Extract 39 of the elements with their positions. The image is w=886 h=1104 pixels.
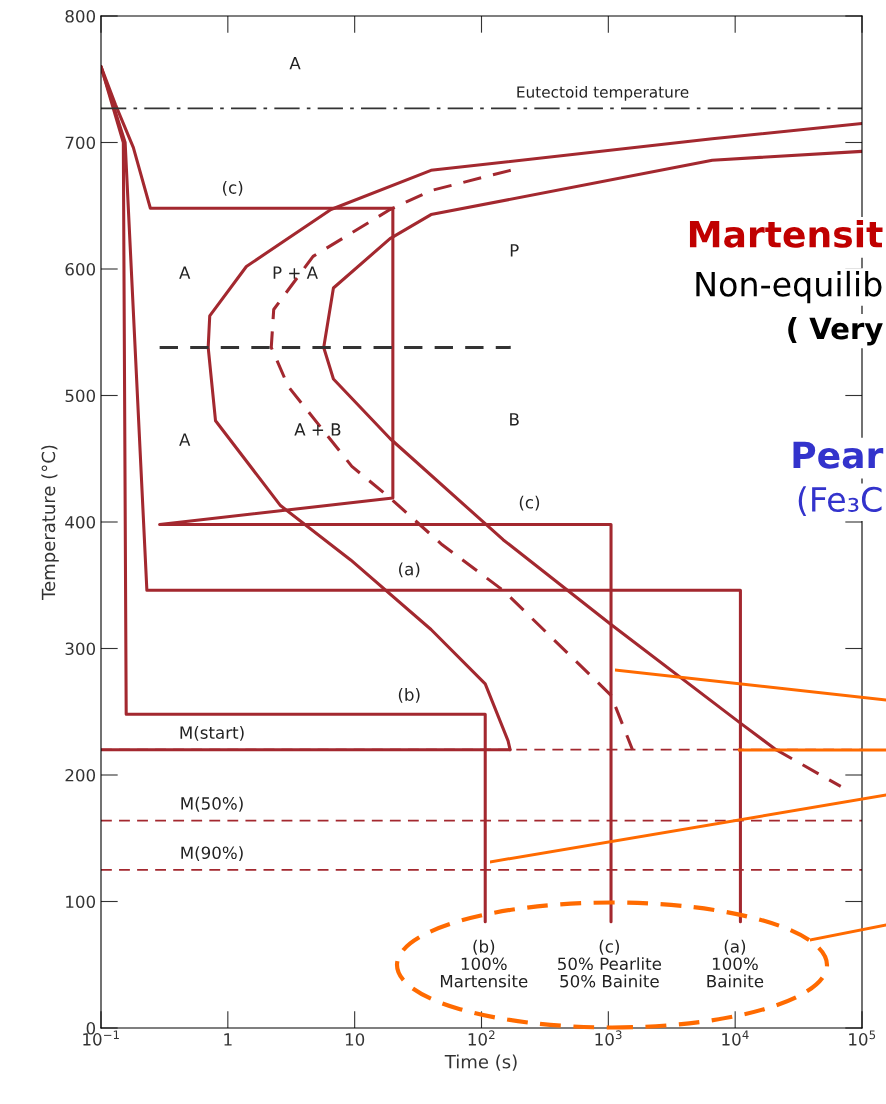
annotation: (a) 100% Bainite	[707, 939, 764, 988]
annotation: Martensit	[689, 219, 883, 248]
annotation: P	[510, 244, 519, 257]
annotation: (b)	[398, 688, 420, 703]
y-tick-label: 700	[65, 136, 96, 150]
ref-line-label: Eutectoid temperature	[517, 85, 689, 101]
annotation: A + B	[294, 423, 341, 436]
y-tick-label: 100	[66, 895, 96, 909]
annotation: A	[289, 57, 301, 70]
x-tick-label: 10	[345, 1033, 365, 1046]
x-tick-label: 10$^{5}$	[849, 1030, 876, 1046]
annotation: (a)	[399, 562, 420, 578]
annotation: ( Very	[788, 316, 883, 346]
y-tick-label: 200	[65, 768, 96, 782]
annotation: Non-equilib	[696, 270, 882, 304]
ref-line-label: M(90%)	[181, 846, 243, 862]
y-tick-label: 800	[65, 9, 96, 23]
x-axis-title: Time (s)	[444, 1054, 517, 1071]
annotation: A	[179, 433, 191, 446]
y-tick-label: 600	[65, 262, 96, 276]
annotation: Pear	[793, 441, 884, 469]
annotation: (c)	[519, 495, 540, 511]
annotation: A	[179, 266, 191, 279]
annotation: P + A	[273, 266, 318, 279]
y-tick-label: 400	[65, 515, 96, 529]
y-tick-label: 500	[65, 389, 96, 403]
ref-line-label: M(start)	[180, 726, 244, 741]
x-tick-label: 1	[224, 1033, 232, 1046]
x-tick-label: 10$^{4}$	[722, 1030, 749, 1046]
annotation: (Fe₃C	[798, 486, 882, 516]
annotation: (c)	[223, 181, 243, 196]
annotation: B	[510, 413, 519, 426]
y-axis-title: Temperature (°C)	[41, 445, 59, 600]
x-tick-label: 10$^{2}$	[468, 1030, 495, 1046]
annotation: (c) 50% Pearlite 50% Bainite	[558, 939, 662, 988]
ref-line-label: M(50%)	[181, 796, 243, 812]
annotation: (b) 100% Martensite	[440, 939, 528, 988]
x-tick-label: 10$^{3}$	[595, 1030, 622, 1046]
y-tick-label: 300	[65, 642, 96, 656]
